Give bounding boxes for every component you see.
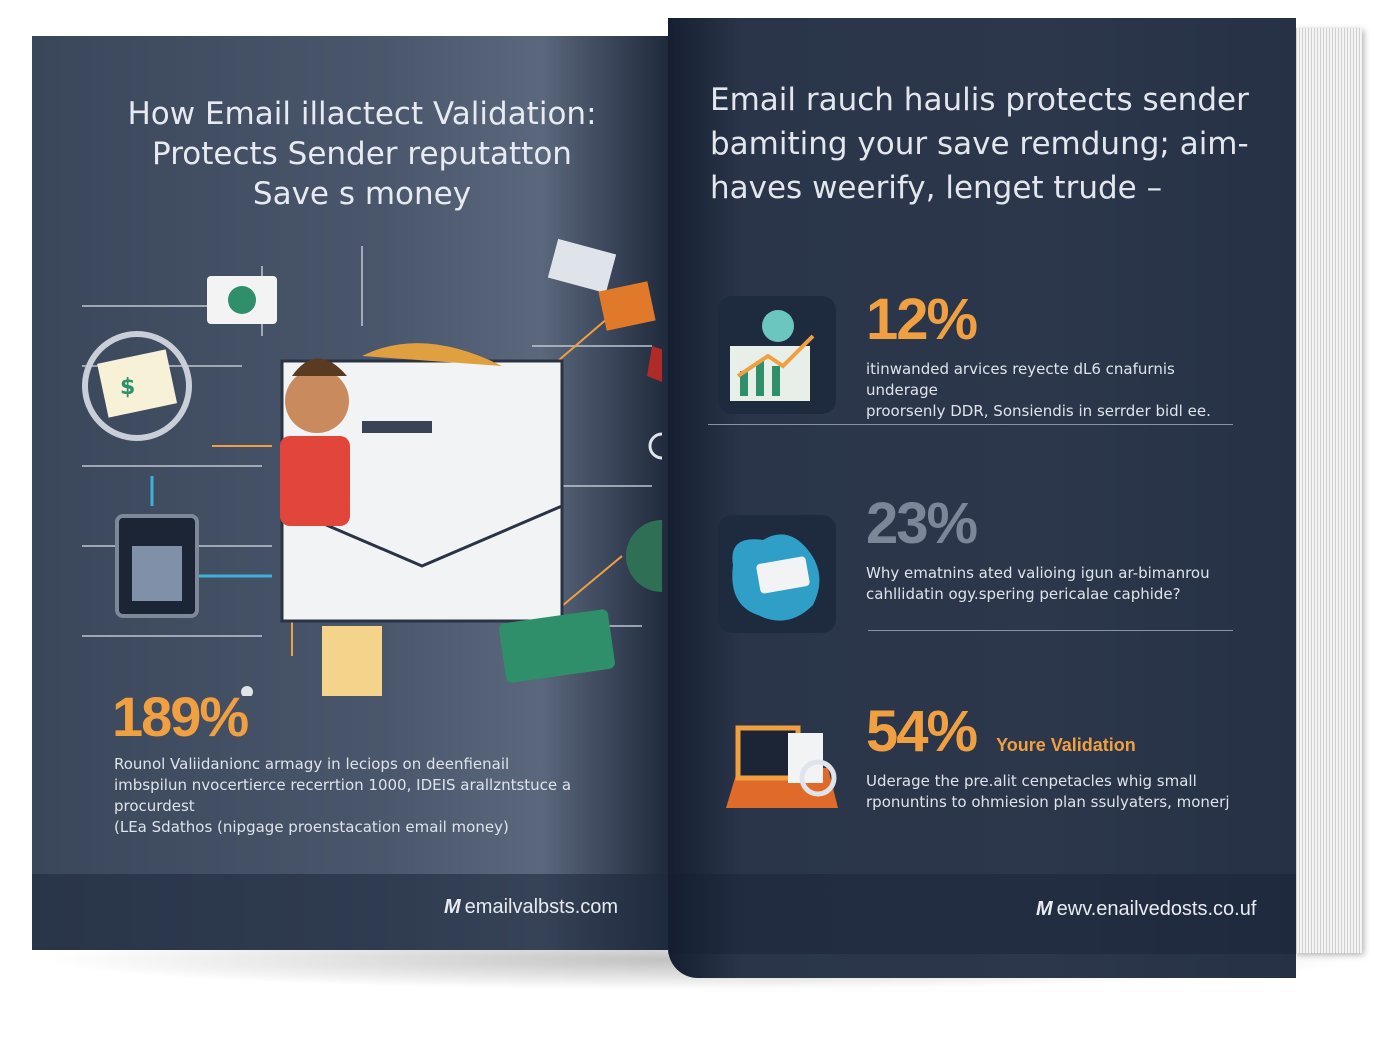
stat-block: 54% Youre Validation Uderage the pre.alit…: [866, 698, 1246, 813]
desc-line: cahllidatin ogy.spering pericalae caphid…: [866, 585, 1181, 603]
desc-line: Why ematnins ated valioing igun ar-biman…: [866, 564, 1210, 582]
document-icon: [322, 626, 382, 696]
logo-text: emailvalbsts.com: [464, 896, 619, 918]
stat-number: 54%: [866, 699, 978, 764]
desc-line: Uderage the pre.alit cenpetacles whig sm…: [866, 772, 1197, 790]
right-title: Email rauch haulis protects sender bamit…: [710, 78, 1270, 210]
stat-description: Why ematnins ated valioing igun ar-biman…: [866, 563, 1246, 605]
logo-mark-icon: M: [444, 896, 461, 918]
title-line: Email rauch haulis protects sender: [710, 82, 1249, 118]
title-line: How Email illactect Validation:: [127, 96, 597, 132]
divider: [868, 630, 1233, 631]
email-validation-illustration: $: [82, 238, 662, 696]
title-line: Save s money: [252, 176, 472, 212]
desc-line: itinwanded arvices reyecte dL6 cnafurnis…: [866, 360, 1175, 399]
left-title: How Email illactect Validation: Protects…: [92, 94, 632, 214]
body-line: (LEa Sdathos (nipgage proenstacation ema…: [114, 818, 509, 836]
body-line: imbspilun nvocertierce recerrtion 1000, …: [114, 776, 572, 815]
desc-line: proorsenly DDR, Sonsiendis in serrder bi…: [866, 402, 1211, 420]
stat-description: itinwanded arvices reyecte dL6 cnafurnis…: [866, 359, 1246, 422]
left-footer: [32, 874, 668, 950]
body-line: Rounol Valiidanionc armagy in leciops on…: [114, 755, 510, 773]
right-footer: [668, 874, 1296, 954]
stat-block: 12% itinwanded arvices reyecte dL6 cnafu…: [866, 286, 1246, 422]
divider: [708, 424, 1233, 425]
page-stack: [1294, 28, 1362, 953]
gear-dollar-icon: [626, 520, 662, 592]
svg-text:$: $: [120, 375, 135, 400]
logo-text: ewv.enailvedosts.co.uf: [1056, 898, 1257, 920]
stat-value: 12%: [866, 287, 978, 352]
money-lens-icon: [82, 331, 192, 441]
logo-mark-icon: M: [1036, 898, 1053, 920]
ticket-icon: [499, 609, 615, 683]
chart-growth-icon: [718, 296, 836, 414]
stat-block: 23% Why ematnins ated valioing igun ar-b…: [866, 490, 1246, 605]
desc-line: rponuntins to ohmiesion plan ssulyaters,…: [866, 793, 1230, 811]
stat-value: 23%: [866, 491, 978, 556]
title-line: bamiting your save remdung; aim-: [710, 126, 1249, 162]
title-line: haves weerify, lenget trude –: [710, 170, 1163, 206]
left-stat: 189%: [112, 685, 249, 748]
right-page: Email rauch haulis protects sender bamit…: [668, 18, 1296, 978]
video-document-icon: [718, 698, 838, 816]
stat-description: Uderage the pre.alit cenpetacles whig sm…: [866, 771, 1246, 813]
person-icon: [285, 369, 349, 433]
mail-icon: [547, 238, 617, 294]
puzzle-card-icon: [718, 515, 836, 633]
stat-value: 54% Youre Validation: [866, 698, 1246, 765]
left-body: Rounol Valiidanionc armagy in leciops on…: [114, 754, 634, 838]
title-line: Protects Sender reputatton: [152, 136, 572, 172]
left-page: How Email illactect Validation: Protects…: [32, 36, 668, 950]
stat-subtitle: Youre Validation: [996, 735, 1136, 755]
